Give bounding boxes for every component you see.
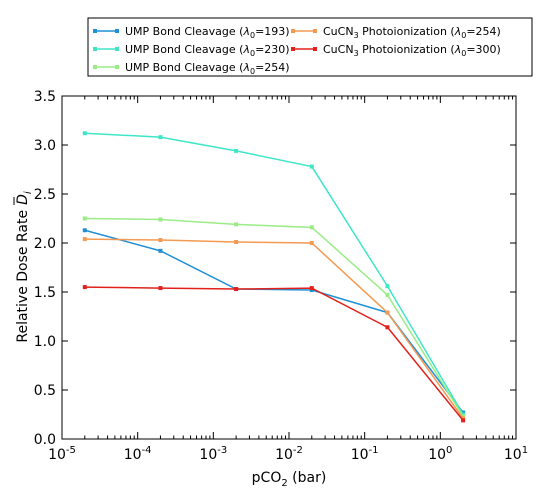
y-axis-label: Relative Dose RateDi <box>15 191 34 343</box>
data-point <box>461 418 466 423</box>
legend-marker <box>93 29 97 33</box>
series-line <box>84 238 464 419</box>
legend-marker <box>93 65 97 69</box>
data-point <box>82 216 87 221</box>
legend-marker <box>115 47 119 51</box>
data-point <box>234 148 239 153</box>
legend-entry: UMP Bond Cleavage (λ0=254) <box>125 61 290 76</box>
series-line <box>84 217 464 417</box>
data-point <box>158 248 163 253</box>
y-tick-label: 1.0 <box>34 334 56 350</box>
x-tick-label: 10-1 <box>351 445 379 463</box>
legend-entry: UMP Bond Cleavage (λ0=193) <box>125 25 290 40</box>
legend-marker <box>291 47 295 51</box>
legend: UMP Bond Cleavage (λ0=193) UMP Bond Cleav… <box>87 17 533 77</box>
legend-marker <box>313 29 317 33</box>
x-tick-label: 10-5 <box>48 445 76 463</box>
x-tick-label: 101 <box>504 445 528 463</box>
legend-marker <box>313 47 317 51</box>
series-line <box>84 286 464 421</box>
legend-marker <box>115 29 119 33</box>
y-tick-label: 0.0 <box>34 432 56 448</box>
data-point <box>82 285 87 290</box>
data-point <box>309 164 314 169</box>
data-point <box>158 217 163 222</box>
legend-marker <box>93 47 97 51</box>
data-point <box>234 222 239 227</box>
legend-entry: UMP Bond Cleavage (λ0=230) <box>125 43 290 58</box>
y-tick-label: 3.5 <box>34 89 56 105</box>
x-tick-label: 10-3 <box>199 445 227 463</box>
y-tick-label: 2.5 <box>34 187 56 203</box>
data-point <box>82 131 87 136</box>
data-point <box>385 325 390 330</box>
data-point <box>385 310 390 315</box>
y-tick-label: 1.5 <box>34 285 56 301</box>
x-tick-label: 100 <box>428 445 452 463</box>
data-point <box>385 292 390 297</box>
data-point <box>234 240 239 245</box>
data-point <box>309 286 314 291</box>
data-point <box>158 286 163 291</box>
legend-marker <box>291 29 295 33</box>
data-point <box>158 238 163 243</box>
x-axis: 10-5 10-4 10-3 10-2 10-1 100 101 <box>48 96 528 463</box>
x-tick-label: 10-4 <box>124 445 152 463</box>
y-tick-label: 0.5 <box>34 383 56 399</box>
series-line <box>84 132 464 415</box>
data-point <box>82 237 87 242</box>
legend-box <box>87 17 533 77</box>
y-axis: 0.0 0.5 1.0 1.5 2.0 2.5 3.0 3.5 <box>34 89 516 448</box>
data-point <box>158 135 163 140</box>
data-point <box>234 287 239 292</box>
data-point <box>385 284 390 289</box>
x-axis-label: pCO2 (bar) <box>252 470 327 489</box>
data-point <box>309 225 314 230</box>
legend-entry: CuCN3 Photoionization (λ0=254) <box>323 25 501 40</box>
y-tick-label: 3.0 <box>34 138 56 154</box>
series-layer <box>82 131 466 423</box>
series-line <box>84 229 464 413</box>
x-tick-label: 10-2 <box>275 445 303 463</box>
data-point <box>82 228 87 233</box>
legend-marker <box>115 65 119 69</box>
legend-entry: CuCN3 Photoionization (λ0=300) <box>323 43 501 58</box>
data-point <box>309 241 314 245</box>
y-tick-label: 2.0 <box>34 236 56 252</box>
